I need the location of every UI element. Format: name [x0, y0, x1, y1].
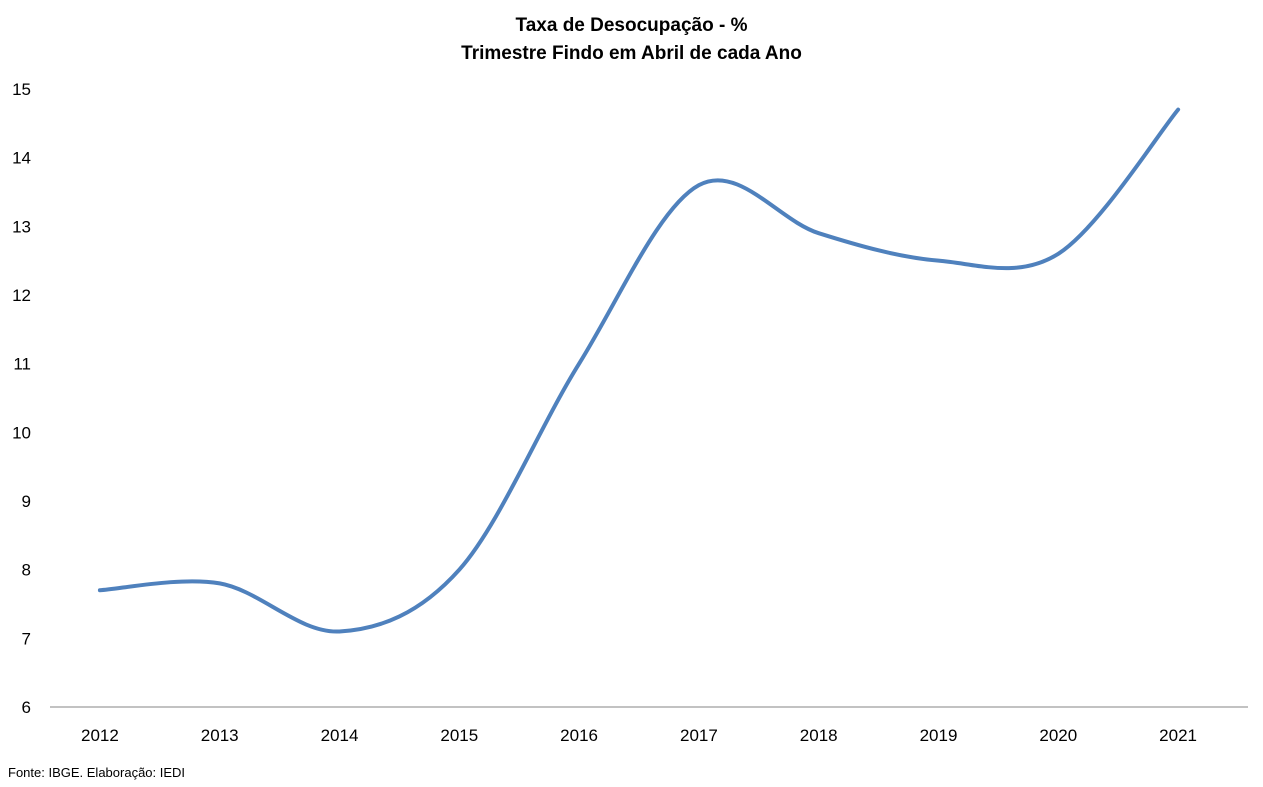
chart-title-block: Taxa de Desocupação - % Trimestre Findo …	[0, 12, 1263, 68]
chart-title: Taxa de Desocupação - %	[515, 15, 748, 36]
y-tick-label: 8	[22, 561, 31, 580]
y-tick-label: 10	[12, 423, 31, 442]
x-tick-label: 2016	[560, 726, 598, 745]
data-point	[697, 183, 701, 187]
series-line	[97, 107, 1181, 634]
data-point	[1056, 252, 1060, 256]
x-tick-label: 2014	[321, 726, 359, 745]
x-tick-label: 2012	[81, 726, 119, 745]
data-point	[338, 629, 342, 633]
x-tick-label: 2013	[201, 726, 239, 745]
source-note: Fonte: IBGE. Elaboração: IEDI	[8, 765, 186, 780]
chart-subtitle: Trimestre Findo em Abril de cada Ano	[461, 43, 802, 64]
data-point	[98, 588, 102, 592]
y-tick-label: 15	[12, 80, 31, 99]
y-tick-label: 14	[12, 149, 31, 168]
x-tick-label: 2021	[1159, 726, 1197, 745]
x-tick-label: 2020	[1039, 726, 1077, 745]
x-tick-label: 2019	[920, 726, 958, 745]
data-point	[457, 568, 461, 572]
x-tick-labels: 2012 2013 2014 2015 2016 2017 2018 2019 2020 2021	[81, 726, 1197, 745]
y-tick-label: 13	[12, 217, 31, 236]
data-point	[817, 231, 821, 235]
y-tick-label: 9	[22, 492, 31, 511]
x-tick-label: 2017	[680, 726, 718, 745]
y-tick-label: 12	[12, 286, 31, 305]
data-point	[577, 362, 581, 366]
data-point	[937, 259, 941, 263]
x-tick-label: 2018	[800, 726, 838, 745]
data-point	[1176, 108, 1180, 112]
data-points	[98, 108, 1180, 634]
x-tick-label: 2015	[440, 726, 478, 745]
y-tick-labels: 6 7 8 9 10 11 12 13 14 15	[12, 80, 31, 717]
y-tick-label: 11	[13, 355, 31, 374]
data-point	[218, 581, 222, 585]
y-tick-label: 6	[22, 698, 31, 717]
y-tick-label: 7	[22, 629, 31, 648]
